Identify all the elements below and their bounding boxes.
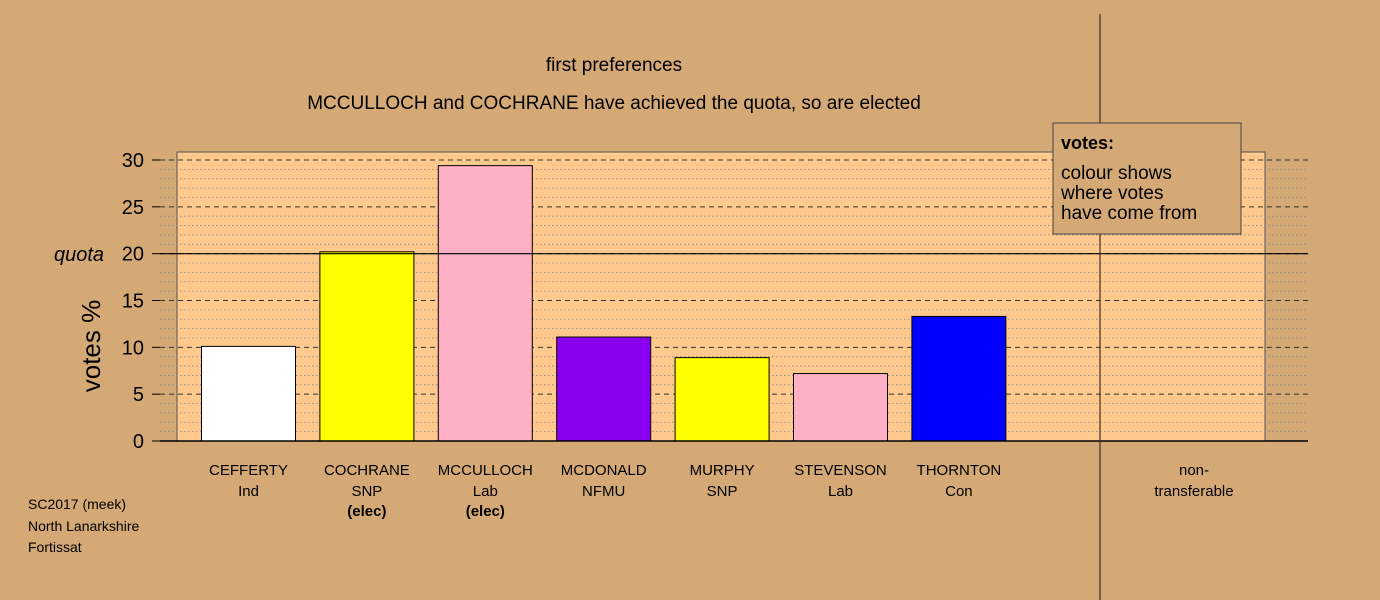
x-label-party: SNP xyxy=(707,483,738,500)
x-label-party: NFMU xyxy=(582,483,625,500)
legend-title: votes: xyxy=(1061,133,1114,153)
footer-line-2: North Lanarkshire xyxy=(28,518,139,534)
legend-box xyxy=(1052,122,1242,235)
bar-cefferty xyxy=(201,345,296,442)
x-label-name: THORNTON xyxy=(917,462,1002,479)
quota-label: quota xyxy=(54,244,104,266)
y-axis-label: votes % xyxy=(76,300,106,393)
bar-mcculloch xyxy=(437,165,533,442)
x-label-elected: (elec) xyxy=(347,503,386,520)
y-tick-label: 15 xyxy=(122,291,144,313)
x-label-party: Lab xyxy=(828,483,853,500)
footer-line-3: Fortissat xyxy=(28,539,82,555)
y-tick-label: 25 xyxy=(122,197,144,219)
bar-murphy xyxy=(674,357,770,442)
x-label-party: Lab xyxy=(473,483,498,500)
x-axis-labels: CEFFERTY Ind COCHRANE SNP (elec) MCCULLOCH Lab… xyxy=(209,462,1001,520)
legend-line-1: colour shows xyxy=(1061,163,1172,184)
x-label-name: MCDONALD xyxy=(561,462,647,479)
x-label-elected: (elec) xyxy=(466,503,505,520)
x-label-name: STEVENSON xyxy=(794,462,887,479)
y-tick-label: 5 xyxy=(133,384,144,406)
y-axis-ticks: 0 5 10 15 20 25 30 xyxy=(122,150,160,453)
chart-title: first preferences xyxy=(546,55,682,76)
legend-line-2: where votes xyxy=(1060,183,1163,204)
x-label-party: Con xyxy=(945,483,973,500)
x-label-name: MURPHY xyxy=(690,462,755,479)
nontransferable-label-line2: transferable xyxy=(1154,483,1233,500)
legend: votes: colour shows where votes have com… xyxy=(1052,122,1242,235)
y-tick-label: 10 xyxy=(122,337,144,359)
y-tick-label: 0 xyxy=(133,431,144,453)
y-tick-label: 30 xyxy=(122,150,144,172)
bar-stevenson xyxy=(793,373,888,442)
bar-cochrane xyxy=(319,251,415,442)
y-tick-label: 20 xyxy=(122,244,144,266)
bar-thornton xyxy=(911,315,1007,442)
x-label-name: COCHRANE xyxy=(324,462,410,479)
chart-subtitle: MCCULLOCH and COCHRANE have achieved the… xyxy=(307,93,921,114)
x-label-party: Ind xyxy=(238,483,259,500)
nontransferable-label-line1: non- xyxy=(1179,462,1209,479)
bar-mcdonald xyxy=(556,336,652,442)
bars xyxy=(201,165,1007,442)
x-label-name: CEFFERTY xyxy=(209,462,288,479)
legend-line-3: have come from xyxy=(1061,203,1197,224)
x-label-name: MCCULLOCH xyxy=(438,462,533,479)
x-label-party: SNP xyxy=(351,483,382,500)
footer-line-1: SC2017 (meek) xyxy=(28,496,126,512)
